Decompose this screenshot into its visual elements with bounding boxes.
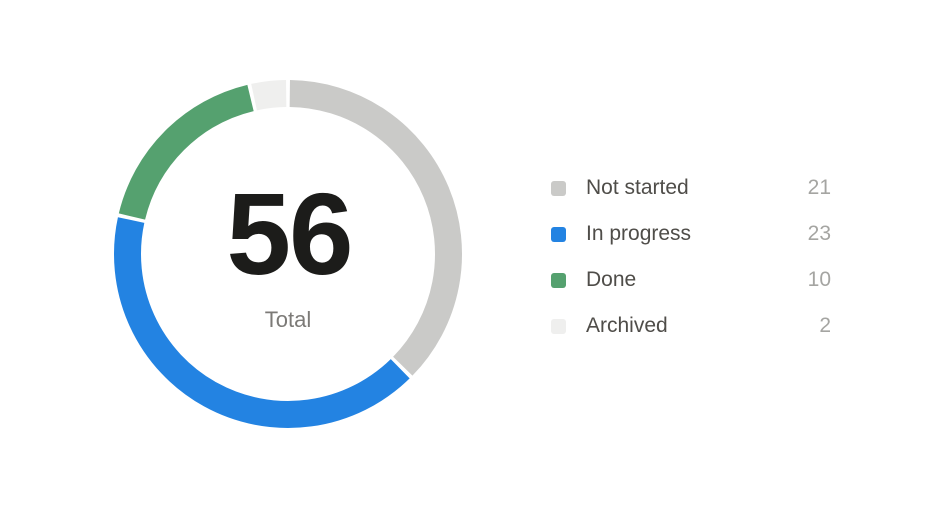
- legend-label: Done: [586, 268, 637, 291]
- legend-swatch-icon: [551, 180, 566, 196]
- legend-item-in-progress[interactable]: In progress 23: [551, 211, 831, 257]
- legend-item-done[interactable]: Done 10: [551, 257, 831, 303]
- donut-svg: [114, 80, 462, 428]
- donut-chart: 56 Total: [103, 69, 473, 439]
- legend-value: 23: [807, 222, 831, 245]
- legend-value: 10: [807, 268, 831, 291]
- legend-label: Archived: [586, 314, 668, 337]
- donut-segment-archived[interactable]: [251, 80, 287, 111]
- legend-swatch-icon: [551, 318, 566, 334]
- donut-segment-in-progress[interactable]: [114, 217, 410, 428]
- legend-swatch-icon: [551, 272, 566, 288]
- legend-value: 2: [819, 314, 831, 337]
- legend-item-not-started[interactable]: Not started 21: [551, 165, 831, 211]
- legend: Not started 21 In progress 23 Done 10 Ar…: [551, 165, 831, 349]
- legend-label: Not started: [586, 176, 689, 199]
- donut-segment-done[interactable]: [118, 84, 254, 220]
- legend-swatch-icon: [551, 226, 566, 242]
- donut-segment-not-started[interactable]: [289, 80, 462, 376]
- legend-label: In progress: [586, 222, 692, 245]
- legend-value: 21: [807, 176, 831, 199]
- legend-item-archived[interactable]: Archived 2: [551, 303, 831, 349]
